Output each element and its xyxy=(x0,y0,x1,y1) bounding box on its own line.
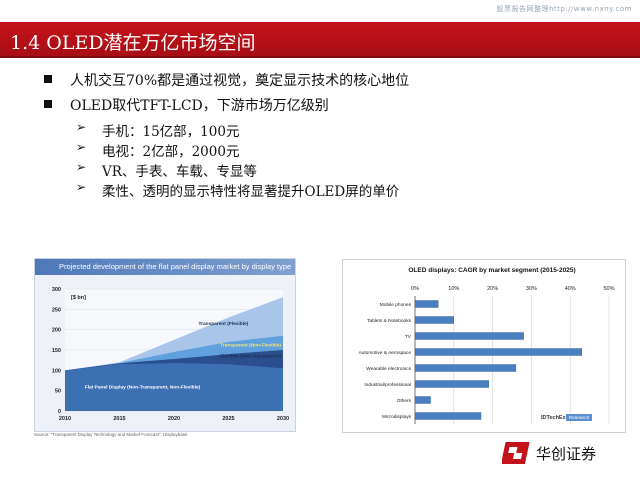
sub-bullet-text: VR、手表、车载、专显等 xyxy=(102,164,257,180)
bullet-text: 人机交互70%都是通过视觉，奠定显示技术的核心地位 xyxy=(70,73,410,89)
slide-title: 1.4 OLED潜在万亿市场空间 xyxy=(10,32,256,54)
bar xyxy=(414,316,454,324)
area-series xyxy=(65,363,283,411)
bar xyxy=(414,380,489,388)
series-label: Transparent (Non-Flexible) xyxy=(220,343,281,349)
area-chart-svg: 0 50 100 150 200 250 300 [$ bn] 2010 2015 2020 2025… xyxy=(52,287,289,422)
sub-bullet-item: ➢ 电视：2亿部，2000元 xyxy=(76,140,604,160)
arrow-bullet-icon: ➢ xyxy=(76,120,87,134)
category-label: TV xyxy=(405,334,412,340)
brand-mark-icon xyxy=(502,442,530,464)
x-tick-label: 2015 xyxy=(113,416,125,422)
y-tick-label: 200 xyxy=(52,328,61,334)
y-tick-label: 250 xyxy=(52,307,61,313)
bullet-item: OLED取代TFT-LCD，下游市场万亿级别 xyxy=(44,95,604,120)
bar xyxy=(414,364,517,372)
idtechex-watermark: IDTechEx xyxy=(541,415,567,421)
arrow-bullet-icon: ➢ xyxy=(76,180,87,194)
bullet-list: 人机交互70%都是通过视觉，奠定显示技术的核心地位 OLED取代TFT-LCD，… xyxy=(44,70,604,200)
chart-source-note: Source: "Transparent Display Technology … xyxy=(34,432,188,437)
bullet-text: OLED取代TFT-LCD，下游市场万亿级别 xyxy=(70,98,329,114)
x-tick-label: 40% xyxy=(565,286,576,292)
square-bullet-icon xyxy=(44,100,52,108)
sub-bullet-item: ➢ 手机：15亿部，100元 xyxy=(76,120,604,140)
oled-cagr-chart: OLED displays: CAGR by market segment (2… xyxy=(342,259,626,433)
y-tick-label: 150 xyxy=(52,348,61,354)
sub-bullet-text: 手机：15亿部，100元 xyxy=(102,124,240,140)
brand-logo: 华创证券 xyxy=(502,440,622,468)
sub-bullet-text: 柔性、透明的显示特性将显著提升OLED屏的单价 xyxy=(102,184,400,200)
y-tick-label: 0 xyxy=(58,409,61,415)
sub-bullet-item: ➢ VR、手表、车载、专显等 xyxy=(76,160,604,180)
category-label: Wearable electronics xyxy=(366,366,411,372)
bar xyxy=(414,412,482,420)
watermark-tag-bg xyxy=(566,414,592,421)
watermark-text: 股票报告网整理http://www.nxny.com xyxy=(496,5,632,13)
x-tick-label: 20% xyxy=(487,286,498,292)
title-underline xyxy=(0,56,640,58)
x-tick-label: 0% xyxy=(411,286,419,292)
category-label: Tablets & Notebooks xyxy=(367,318,412,324)
flat-panel-market-chart: Projected development of the flat panel … xyxy=(34,258,296,432)
bar xyxy=(414,332,524,340)
square-bullet-icon xyxy=(44,75,52,83)
x-tick-label: 10% xyxy=(448,286,459,292)
category-label: Others xyxy=(397,398,412,404)
chart-title: OLED displays: CAGR by market segment (2… xyxy=(408,267,575,274)
x-tick-label: 50% xyxy=(603,286,614,292)
y-axis-label: [$ bn] xyxy=(71,295,86,301)
category-label: Mobile phones xyxy=(380,302,412,308)
sub-bullet-text: 电视：2亿部，2000元 xyxy=(102,144,240,160)
category-label: Automotive & Aerospace xyxy=(358,350,411,356)
category-label: Industrial/professional xyxy=(364,382,411,388)
bar xyxy=(414,348,583,356)
series-label: Flexible (Non-Transparent) xyxy=(220,353,281,359)
x-tick-label: 30% xyxy=(526,286,537,292)
series-label: Transparent (Flexible) xyxy=(198,321,248,327)
brand-name: 华创证券 xyxy=(536,445,597,463)
x-tick-label: 2030 xyxy=(277,416,289,422)
y-tick-label: 300 xyxy=(52,287,61,293)
series-label: Flat Panel Display (Non-Transparent, Non… xyxy=(85,385,201,391)
category-label: Microdisplays xyxy=(382,414,412,420)
arrow-bullet-icon: ➢ xyxy=(76,160,87,174)
x-tick-label: 2020 xyxy=(168,416,180,422)
sub-bullet-item: ➢ 柔性、透明的显示特性将显著提升OLED屏的单价 xyxy=(76,180,604,200)
bar-chart-svg: OLED displays: CAGR by market segment (2… xyxy=(358,267,615,424)
y-tick-label: 100 xyxy=(52,368,61,374)
y-tick-label: 50 xyxy=(55,389,61,395)
title-bar: 1.4 OLED潜在万亿市场空间 xyxy=(0,22,640,56)
bar xyxy=(414,396,431,404)
chart-header: Projected development of the flat panel … xyxy=(35,259,295,275)
x-tick-label: 2010 xyxy=(59,416,71,422)
arrow-bullet-icon: ➢ xyxy=(76,140,87,154)
idtechex-watermark-tag: Research xyxy=(569,415,590,421)
x-tick-label: 2025 xyxy=(222,416,234,422)
bullet-item: 人机交互70%都是通过视觉，奠定显示技术的核心地位 xyxy=(44,70,604,95)
bar xyxy=(414,300,439,308)
